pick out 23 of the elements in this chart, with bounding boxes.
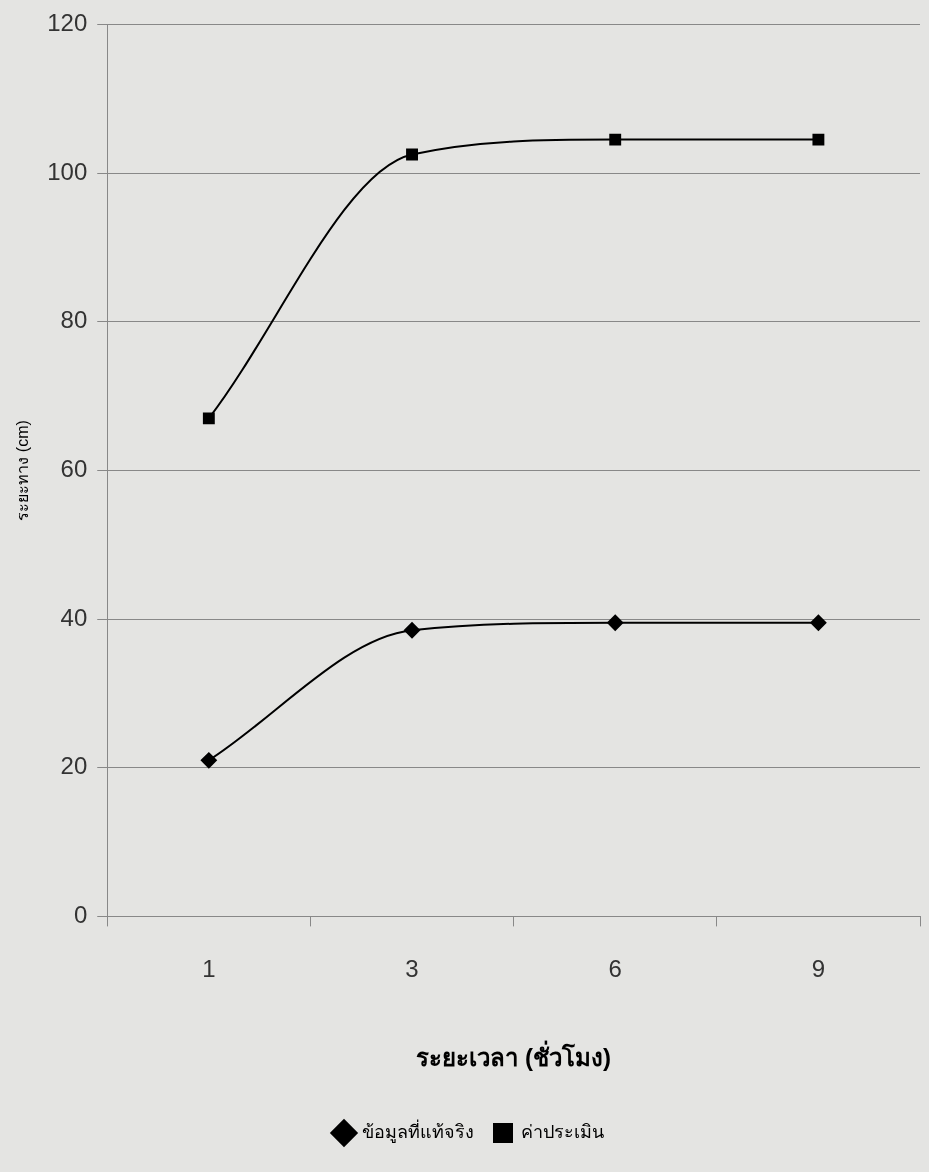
point <box>810 614 827 631</box>
point <box>404 622 421 639</box>
y-tick-label: 80 <box>60 306 88 334</box>
y-tick-label: 100 <box>47 157 88 185</box>
y-axis-title: ระยะทาง (cm) <box>14 420 32 521</box>
x-tick-label: 3 <box>405 955 419 983</box>
y-tick-label: 40 <box>60 603 88 631</box>
x-tick-label: 9 <box>811 955 826 983</box>
y-tick-label: 0 <box>73 901 88 929</box>
y-tick-label: 20 <box>60 752 88 780</box>
x-axis-title: ระยะเวลา (ชั่วโมง) <box>416 1040 611 1072</box>
y-tick-label: 120 <box>47 9 88 37</box>
point <box>406 148 418 161</box>
point <box>202 412 215 425</box>
point <box>609 133 622 146</box>
x-tick-label: 1 <box>202 955 216 983</box>
point <box>607 614 624 631</box>
legend-label: ค่าประเมิน <box>521 1121 604 1142</box>
point <box>812 133 825 146</box>
y-tick-label: 60 <box>60 455 88 483</box>
legend-label: ข้อมูลที่แท้จริง <box>362 1118 474 1143</box>
point <box>200 752 217 769</box>
x-tick-label: 6 <box>608 955 622 983</box>
